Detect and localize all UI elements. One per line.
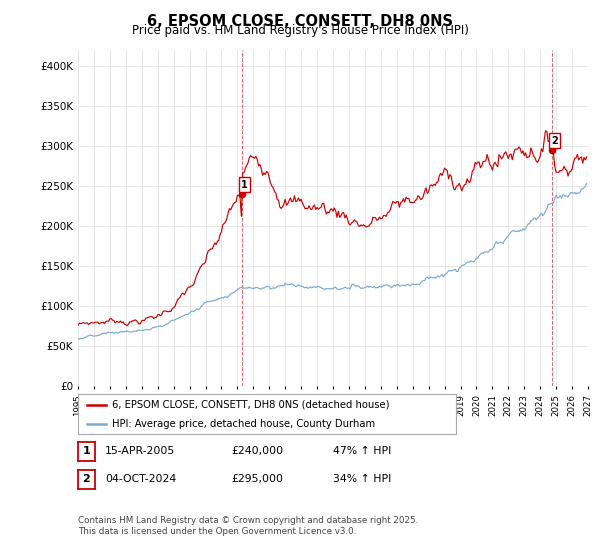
Text: 34% ↑ HPI: 34% ↑ HPI	[333, 474, 391, 484]
Text: 47% ↑ HPI: 47% ↑ HPI	[333, 446, 391, 456]
Text: £295,000: £295,000	[231, 474, 283, 484]
Text: 1: 1	[241, 180, 248, 190]
Text: 6, EPSOM CLOSE, CONSETT, DH8 0NS (detached house): 6, EPSOM CLOSE, CONSETT, DH8 0NS (detach…	[112, 400, 389, 410]
Text: 6, EPSOM CLOSE, CONSETT, DH8 0NS: 6, EPSOM CLOSE, CONSETT, DH8 0NS	[147, 14, 453, 29]
Text: 1: 1	[83, 446, 90, 456]
Text: 2: 2	[83, 474, 90, 484]
Text: £240,000: £240,000	[231, 446, 283, 456]
Text: Contains HM Land Registry data © Crown copyright and database right 2025.: Contains HM Land Registry data © Crown c…	[78, 516, 418, 525]
Text: HPI: Average price, detached house, County Durham: HPI: Average price, detached house, Coun…	[112, 419, 375, 429]
Text: This data is licensed under the Open Government Licence v3.0.: This data is licensed under the Open Gov…	[78, 528, 356, 536]
Text: 04-OCT-2024: 04-OCT-2024	[105, 474, 176, 484]
Text: Price paid vs. HM Land Registry's House Price Index (HPI): Price paid vs. HM Land Registry's House …	[131, 24, 469, 37]
Text: 15-APR-2005: 15-APR-2005	[105, 446, 175, 456]
Text: 2: 2	[551, 136, 558, 146]
